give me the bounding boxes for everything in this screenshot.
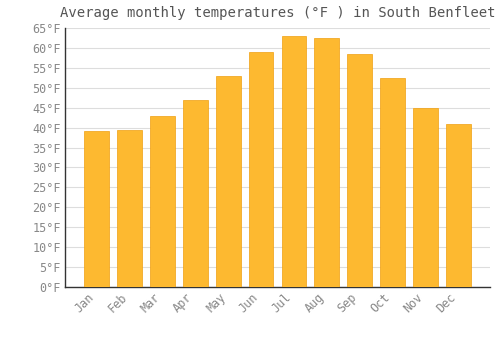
Bar xyxy=(150,116,174,287)
Bar xyxy=(84,131,109,287)
Bar xyxy=(216,76,240,287)
Bar xyxy=(282,36,306,287)
Bar xyxy=(380,78,405,287)
Bar xyxy=(348,54,372,287)
Bar xyxy=(314,38,339,287)
Bar xyxy=(248,52,274,287)
Bar xyxy=(183,100,208,287)
Bar xyxy=(446,124,470,287)
Bar xyxy=(413,108,438,287)
Title: Average monthly temperatures (°F ) in South Benfleet: Average monthly temperatures (°F ) in So… xyxy=(60,6,495,20)
Bar xyxy=(117,130,142,287)
